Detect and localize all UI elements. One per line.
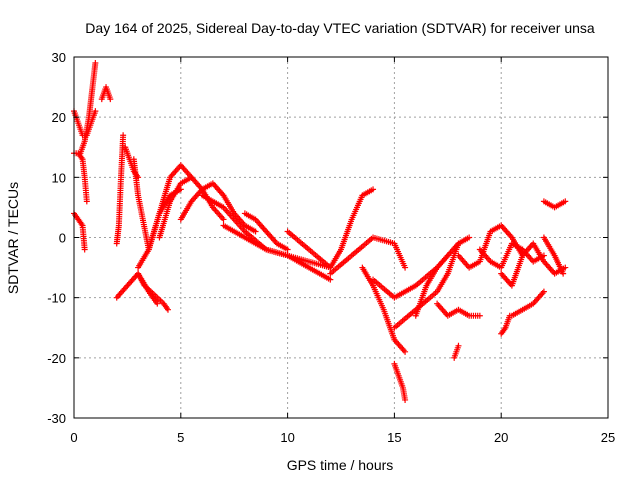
series-arc-c [98, 84, 114, 103]
series-arc-o [220, 222, 334, 271]
series-arc-bb [498, 240, 569, 289]
series-arc-i [135, 270, 171, 313]
y-tick-label: 10 [52, 170, 66, 185]
series-arc-g [122, 144, 142, 181]
data-point [560, 270, 567, 277]
x-tick-label: 5 [177, 430, 184, 445]
data-point [402, 264, 409, 271]
data-point [327, 276, 334, 283]
x-tick-label: 20 [494, 430, 508, 445]
data-point [402, 348, 409, 355]
series-arc-p [241, 210, 291, 253]
series-arc-x [434, 300, 483, 319]
series-arc-b [77, 60, 99, 157]
series-arc-y [451, 342, 462, 361]
data-point [92, 108, 99, 115]
y-tick-label: -20 [47, 351, 66, 366]
x-axis-title: GPS time / hours [287, 457, 394, 473]
data-points [71, 60, 569, 403]
series-arc-dd [508, 288, 547, 319]
series-arc-q [284, 186, 377, 271]
data-point [562, 264, 569, 271]
series-arc-r [327, 234, 409, 277]
y-axis-title: SDTVAR / TECUs [5, 182, 21, 294]
x-tick-label: 25 [601, 430, 615, 445]
series-arc-h [113, 270, 161, 307]
series-arc-s [359, 264, 409, 355]
x-tick-label: 10 [280, 430, 294, 445]
series-arc-ff [540, 234, 567, 277]
data-point [120, 132, 127, 139]
x-tick-label: 15 [387, 430, 401, 445]
y-tick-label: -30 [47, 411, 66, 426]
series-arc-m [177, 180, 259, 235]
data-point [455, 342, 462, 349]
data-point [402, 396, 409, 403]
series-arc-e [71, 210, 88, 253]
data-point [540, 288, 547, 295]
data-point [476, 312, 483, 319]
data-point [154, 300, 161, 307]
series-arc-w [412, 234, 473, 319]
data-point [220, 216, 227, 223]
series-arc-t [391, 360, 409, 403]
series-arc-ee [540, 198, 569, 211]
y-tick-label: 30 [52, 50, 66, 65]
grid-lines [74, 57, 608, 418]
series-arc-f [113, 132, 127, 247]
y-tick-label: -10 [47, 291, 66, 306]
axis-ticks: 0 5 10 15 20 25 30 20 10 0 -10 -20 -30 [47, 50, 615, 445]
data-point [107, 96, 114, 103]
data-point [252, 228, 259, 235]
chart-title: Day 164 of 2025, Sidereal Day-to-day VTE… [85, 20, 595, 36]
data-point [83, 198, 90, 205]
data-point [164, 306, 171, 313]
series-arc-d [71, 150, 90, 205]
data-point [92, 60, 99, 67]
data-point [81, 246, 88, 253]
y-tick-label: 0 [59, 231, 66, 246]
series-arc-u [370, 252, 451, 301]
y-tick-label: 20 [52, 110, 66, 125]
x-tick-label: 0 [70, 430, 77, 445]
series-arc-aa [476, 240, 547, 271]
data-point [370, 186, 377, 193]
series-arc-cc [498, 312, 513, 337]
data-point [562, 198, 569, 205]
data-point [466, 234, 473, 241]
data-point [284, 246, 291, 253]
